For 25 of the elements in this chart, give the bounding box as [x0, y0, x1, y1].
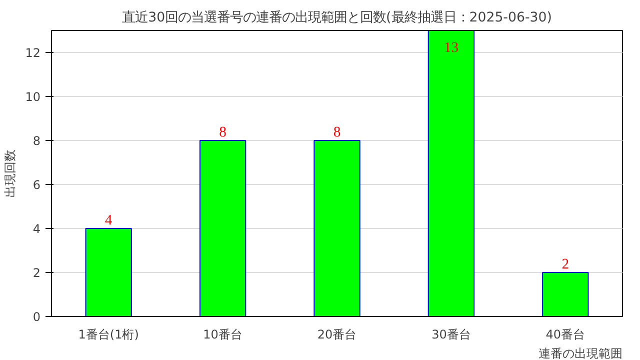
bar [314, 140, 360, 316]
y-tick-label: 8 [32, 134, 41, 148]
data-label: 8 [219, 124, 226, 140]
data-label: 2 [562, 256, 570, 272]
x-tick-label: 30番台 [432, 328, 471, 342]
x-axis-title: 連番の出現範囲 [538, 346, 622, 360]
bar [542, 272, 589, 316]
y-tick-label: 6 [32, 178, 41, 192]
data-label: 8 [333, 124, 341, 140]
x-tick-label: 1番台(1桁) [78, 328, 139, 342]
y-tick-label: 4 [32, 222, 41, 236]
x-tick-label: 20番台 [317, 328, 357, 342]
y-tick-label: 10 [25, 90, 41, 104]
x-tick-label: 40番台 [546, 328, 586, 342]
bar [199, 140, 246, 316]
data-label: 13 [444, 40, 459, 56]
y-tick-label: 2 [32, 266, 41, 280]
chart-title: 直近30回の当選番号の連番の出現範囲と回数(最終抽選日：2025-06-30) [122, 10, 552, 26]
y-axis-title: 出現回数 [3, 150, 18, 198]
y-tick-label: 0 [32, 310, 41, 324]
bar [85, 228, 132, 316]
y-tick-label: 12 [25, 46, 41, 60]
x-tick-label: 10番台 [203, 328, 242, 342]
bar [428, 30, 475, 316]
data-label: 4 [104, 212, 113, 228]
